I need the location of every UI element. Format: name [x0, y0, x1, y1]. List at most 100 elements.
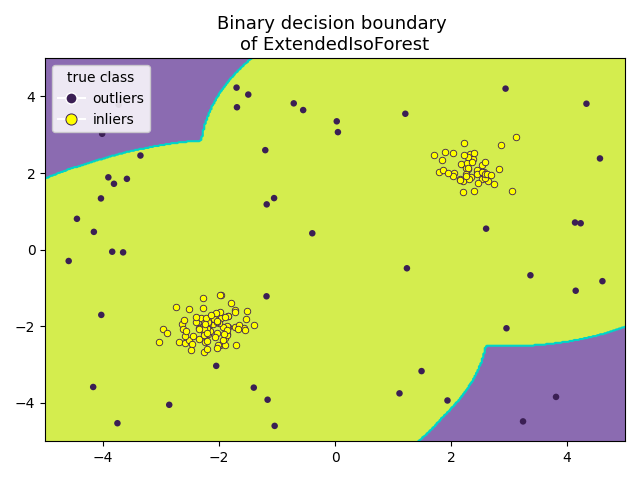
- Point: [458, 188, 468, 195]
- Point: [449, 169, 460, 177]
- Point: [434, 168, 444, 176]
- Point: [209, 315, 220, 323]
- Point: [196, 314, 206, 322]
- Point: [472, 170, 482, 178]
- Point: [112, 420, 122, 427]
- Point: [164, 401, 174, 408]
- Point: [575, 219, 586, 227]
- Point: [205, 327, 215, 335]
- Point: [216, 341, 226, 349]
- Point: [227, 300, 237, 307]
- Point: [222, 331, 232, 339]
- Point: [234, 325, 244, 333]
- Point: [438, 166, 448, 174]
- Point: [461, 164, 471, 172]
- Point: [230, 323, 240, 331]
- Point: [218, 330, 228, 337]
- Point: [187, 340, 197, 348]
- Point: [179, 339, 189, 347]
- Point: [458, 177, 468, 184]
- Point: [477, 175, 487, 182]
- Point: [191, 319, 202, 326]
- Point: [118, 249, 128, 256]
- Point: [96, 194, 106, 202]
- Point: [260, 146, 271, 154]
- Legend: outliers, inliers: outliers, inliers: [52, 65, 150, 132]
- Point: [218, 324, 228, 331]
- Point: [220, 335, 230, 342]
- Point: [194, 324, 204, 332]
- Point: [88, 383, 99, 391]
- Point: [214, 291, 225, 299]
- Point: [195, 335, 205, 343]
- Point: [261, 292, 271, 300]
- Point: [496, 142, 506, 149]
- Point: [181, 327, 191, 335]
- Point: [107, 248, 117, 255]
- Point: [184, 336, 195, 344]
- Point: [468, 155, 478, 163]
- Point: [218, 336, 228, 344]
- Point: [473, 180, 483, 187]
- Point: [402, 264, 412, 272]
- Point: [480, 174, 490, 182]
- Point: [483, 177, 493, 185]
- Point: [200, 338, 211, 346]
- Point: [223, 324, 233, 331]
- Point: [307, 229, 317, 237]
- Point: [249, 384, 259, 392]
- Point: [570, 219, 580, 227]
- Point: [72, 215, 82, 223]
- Point: [199, 325, 209, 333]
- Point: [210, 318, 220, 325]
- Point: [199, 328, 209, 336]
- Point: [180, 332, 190, 339]
- Point: [501, 324, 511, 332]
- Point: [171, 303, 181, 311]
- Point: [213, 341, 223, 349]
- Point: [198, 319, 209, 327]
- Point: [477, 161, 487, 168]
- Point: [203, 320, 213, 327]
- Point: [442, 396, 452, 404]
- Point: [243, 91, 253, 98]
- Point: [188, 332, 198, 340]
- Point: [234, 321, 244, 329]
- Point: [571, 287, 581, 295]
- Title: Binary decision boundary 
of ExtendedIsoForest: Binary decision boundary of ExtendedIsoF…: [218, 15, 452, 54]
- Point: [437, 156, 447, 164]
- Point: [205, 315, 216, 323]
- Point: [468, 149, 479, 157]
- Point: [154, 338, 164, 346]
- Point: [202, 318, 212, 326]
- Point: [216, 291, 227, 299]
- Point: [448, 149, 458, 157]
- Point: [220, 313, 230, 321]
- Point: [455, 175, 465, 183]
- Point: [230, 306, 241, 314]
- Point: [162, 329, 172, 337]
- Point: [466, 173, 476, 181]
- Point: [500, 85, 511, 93]
- Point: [241, 315, 252, 323]
- Point: [472, 168, 482, 175]
- Point: [222, 327, 232, 335]
- Point: [199, 348, 209, 355]
- Point: [109, 180, 119, 188]
- Point: [239, 324, 249, 332]
- Point: [202, 324, 212, 332]
- Point: [202, 345, 212, 353]
- Point: [289, 99, 299, 107]
- Point: [440, 148, 451, 156]
- Point: [467, 158, 477, 166]
- Point: [454, 176, 465, 183]
- Point: [463, 164, 474, 171]
- Point: [223, 312, 233, 319]
- Point: [122, 175, 132, 183]
- Point: [212, 344, 222, 352]
- Point: [461, 170, 472, 178]
- Point: [461, 159, 472, 167]
- Point: [417, 367, 427, 375]
- Point: [459, 151, 469, 158]
- Point: [104, 71, 114, 78]
